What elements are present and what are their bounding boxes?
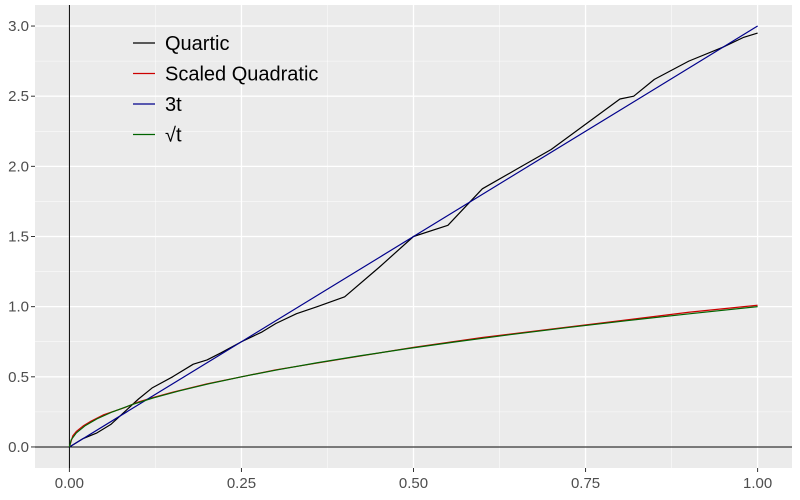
zero-reference-lines: [35, 5, 792, 468]
x-axis-ticks: 0.00 0.25 0.50 0.75 1.00: [55, 468, 772, 492]
legend: Quartic Scaled Quadratic 3t √t: [133, 33, 318, 147]
legend-label: 3t: [165, 94, 182, 116]
y-tick-label: 2.0: [8, 158, 29, 175]
y-tick-label: 2.5: [8, 88, 29, 105]
legend-label: Scaled Quadratic: [165, 64, 318, 86]
y-tick-label: 1.0: [8, 299, 29, 316]
y-axis-ticks: 0.0 0.5 1.0 1.5 2.0 2.5 3.0: [8, 18, 35, 456]
y-tick-label: 1.5: [8, 229, 29, 246]
x-tick-label: 0.25: [227, 475, 256, 492]
series-line-3t: [69, 25, 758, 448]
legend-label: Quartic: [165, 33, 229, 55]
x-tick-label: 0.50: [399, 475, 428, 492]
legend-item: 3t: [133, 94, 182, 116]
series-line-quartic: [69, 32, 758, 448]
legend-label: √t: [165, 125, 182, 147]
y-tick-label: 3.0: [8, 18, 29, 35]
x-tick-label: 0.00: [55, 475, 84, 492]
y-tick-label: 0.0: [8, 439, 29, 456]
series-layer: [68, 25, 758, 448]
x-tick-label: 0.75: [571, 475, 600, 492]
series-line-t: [68, 306, 758, 448]
legend-item: Quartic: [133, 33, 229, 55]
x-tick-label: 1.00: [743, 475, 772, 492]
legend-item: Scaled Quadratic: [133, 64, 318, 86]
legend-item: √t: [133, 125, 182, 147]
y-tick-label: 0.5: [8, 369, 29, 386]
